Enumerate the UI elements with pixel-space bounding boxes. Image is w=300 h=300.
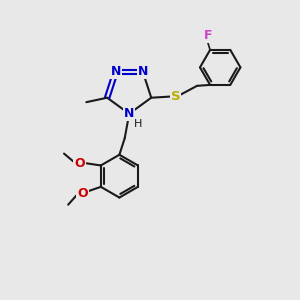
Text: O: O	[77, 187, 88, 200]
Text: S: S	[171, 90, 180, 103]
Text: H: H	[134, 119, 142, 129]
Text: O: O	[74, 157, 85, 169]
Text: N: N	[110, 65, 121, 78]
Text: N: N	[124, 107, 134, 120]
Text: N: N	[138, 65, 148, 78]
Text: F: F	[203, 28, 212, 41]
